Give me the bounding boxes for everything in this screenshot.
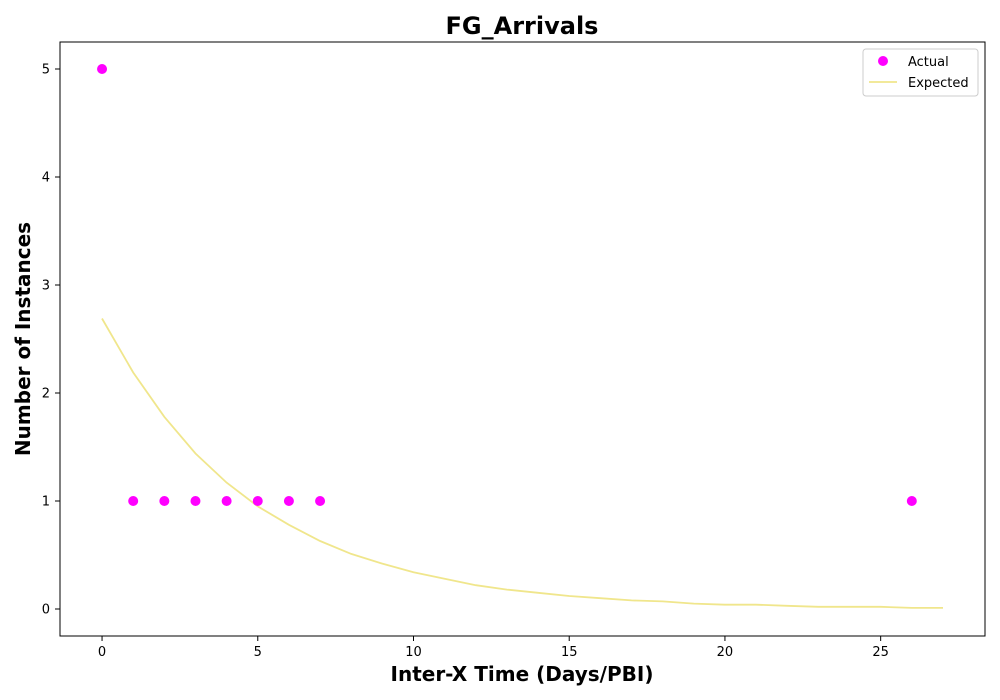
actual-point [222,496,232,506]
y-tick-label: 5 [42,63,50,78]
actual-point [128,496,138,506]
actual-point [159,496,169,506]
actual-point [253,496,263,506]
plot-frame [60,42,985,636]
y-tick-label: 3 [42,279,50,294]
x-tick-label: 25 [872,645,889,660]
legend-actual-marker [878,56,888,66]
legend-actual-label: Actual [908,55,949,70]
y-axis-label: Number of Instances [11,222,35,456]
actual-point [190,496,200,506]
x-tick-label: 10 [405,645,422,660]
legend-expected-label: Expected [908,76,969,91]
legend: Actual Expected [863,49,978,96]
y-tick-label: 1 [42,495,50,510]
actual-point [907,496,917,506]
expected-line [102,319,943,608]
actual-point [315,496,325,506]
actual-point [97,64,107,74]
x-tick-label: 0 [98,645,106,660]
actual-point [284,496,294,506]
plot-area: 0 5 10 15 20 25 0 1 2 3 4 5 [42,42,985,660]
y-tick-label: 4 [42,171,50,186]
x-tick-label: 15 [561,645,578,660]
y-tick-label: 2 [42,387,50,402]
chart-title: FG_Arrivals [446,12,599,40]
x-tick-label: 5 [254,645,262,660]
y-tick-label: 0 [42,603,50,618]
x-axis-label: Inter-X Time (Days/PBI) [391,662,654,686]
x-tick-label: 20 [717,645,734,660]
